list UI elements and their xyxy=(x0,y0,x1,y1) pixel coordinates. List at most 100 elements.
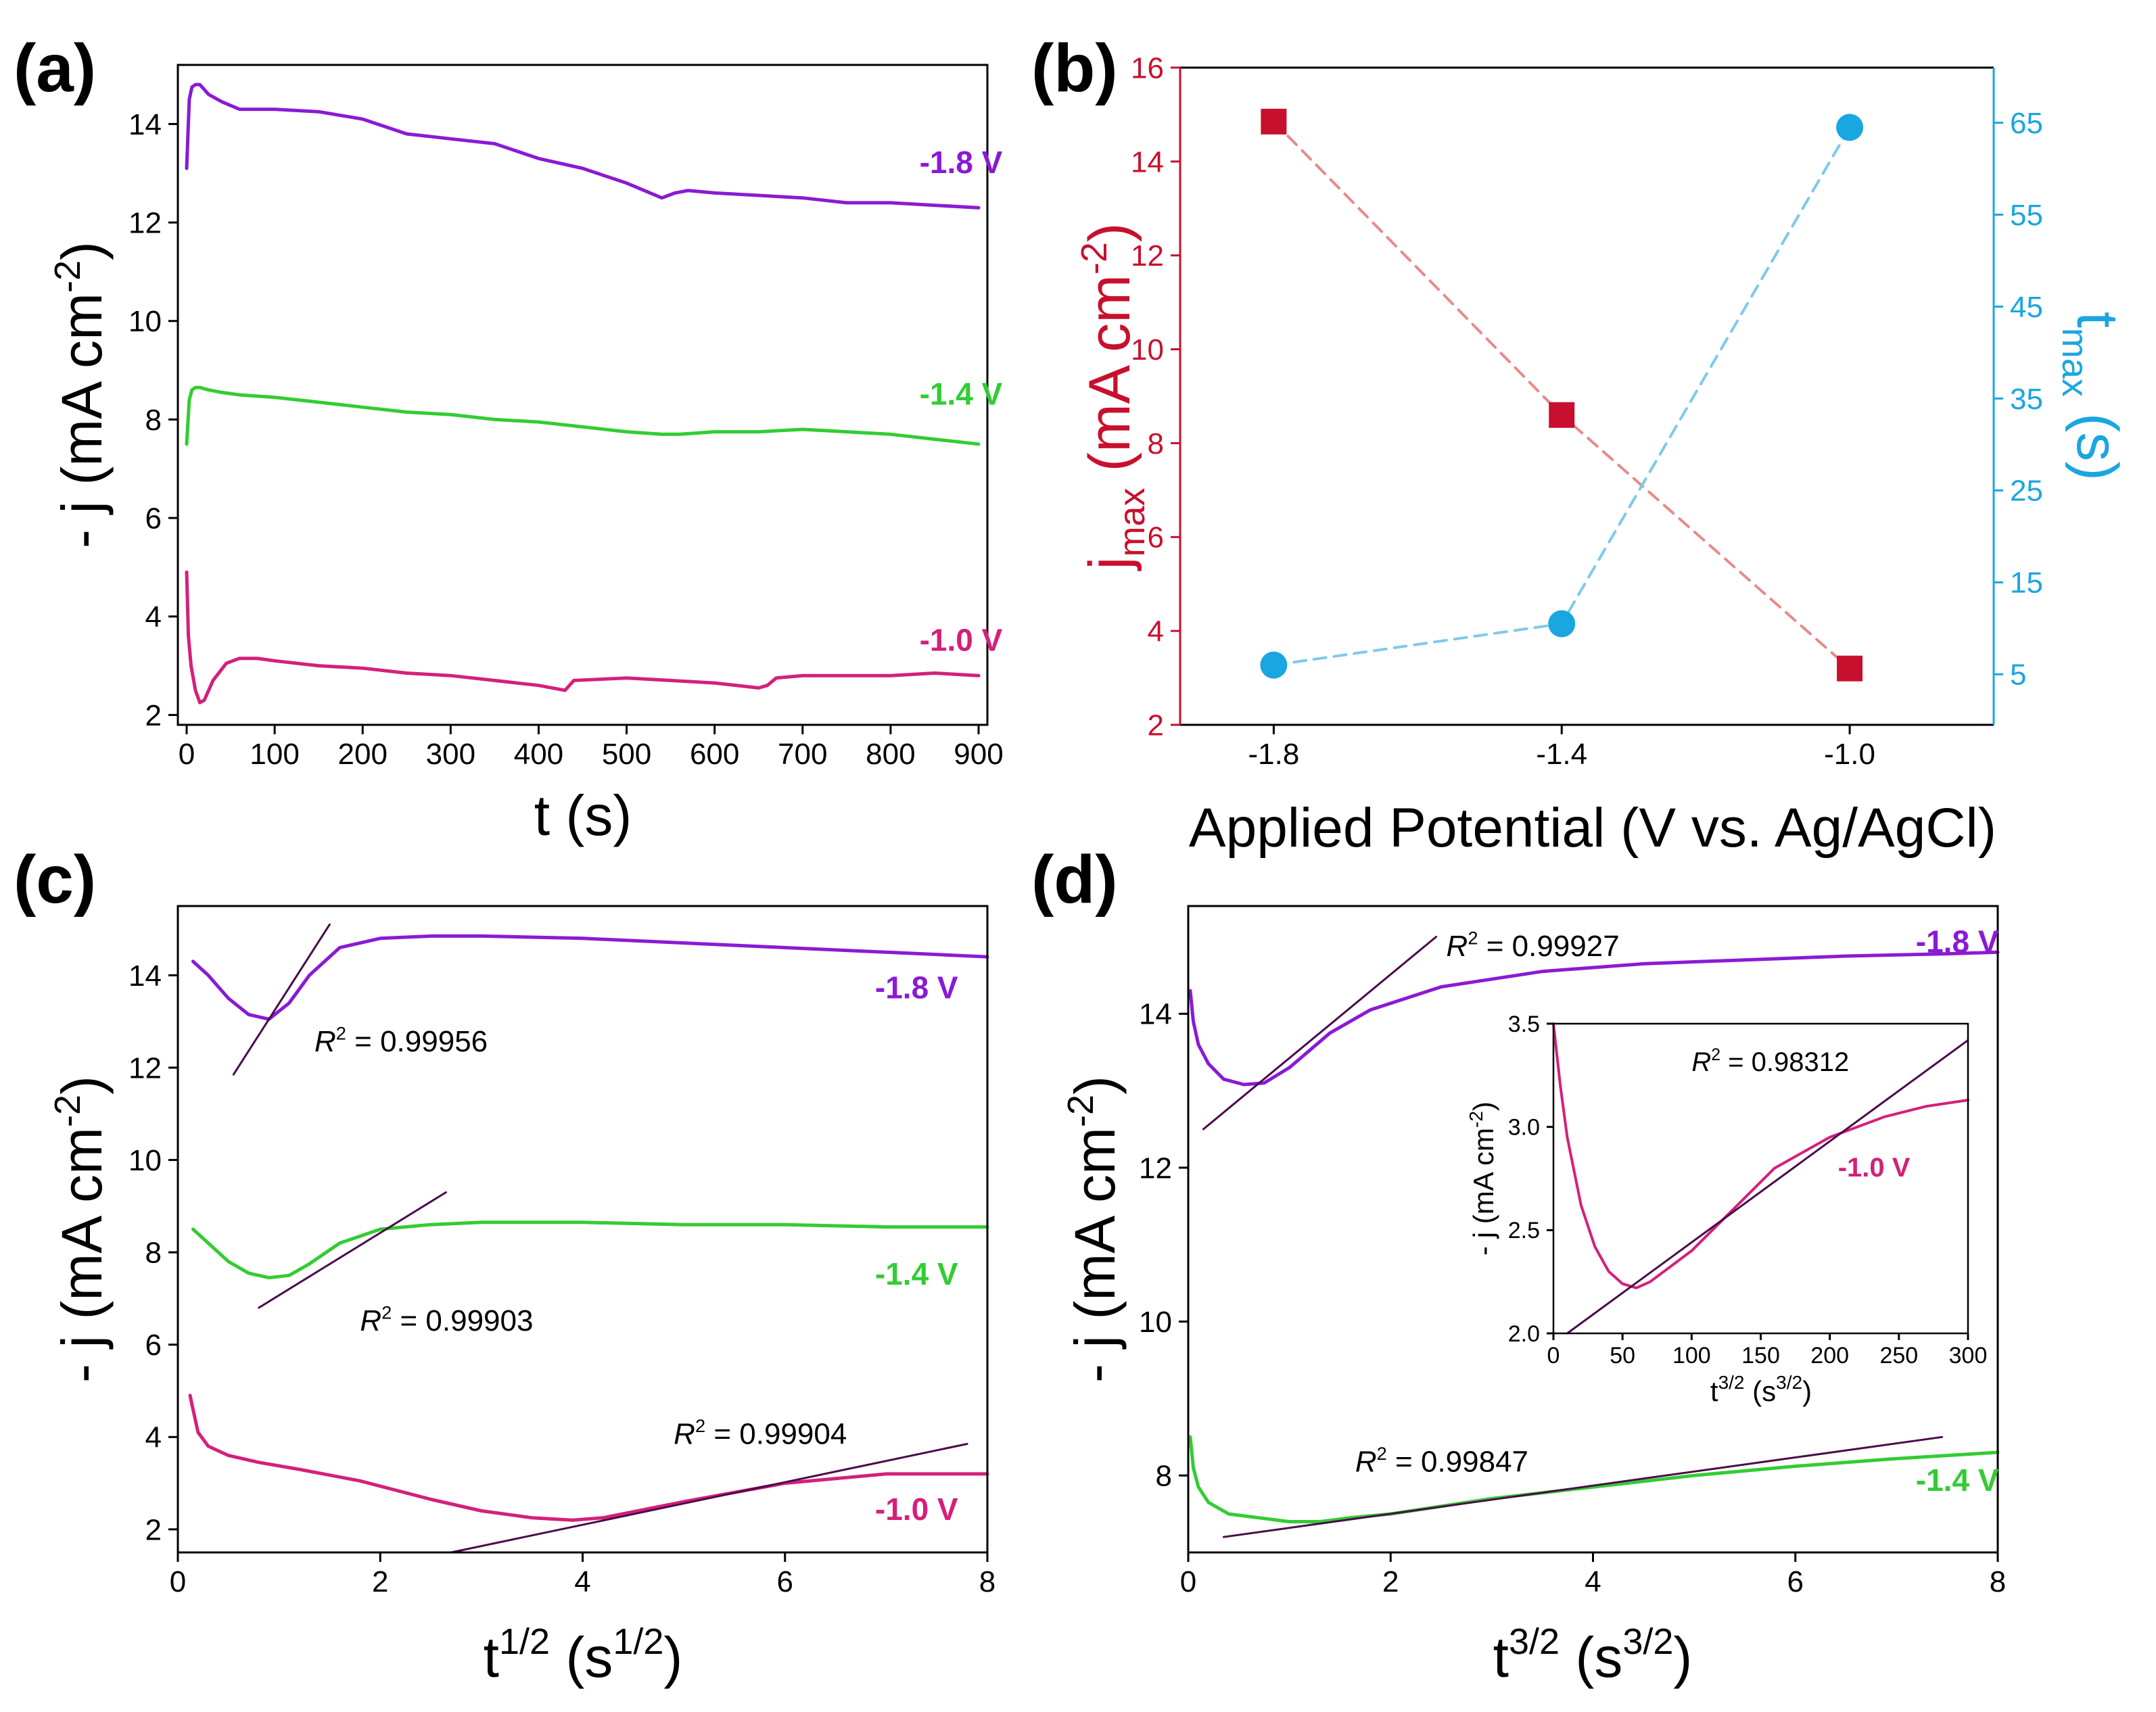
panel-d-y-axis-title-tail: ) xyxy=(1063,1076,1127,1095)
panel-b-x-tick-label: -1.4 xyxy=(1536,738,1587,771)
panel-c-x-title-end: ) xyxy=(663,1625,682,1689)
panel-c-fit-r2-label-r: R xyxy=(674,1418,695,1451)
panel-b-right-y-tick-label: 45 xyxy=(2010,291,2043,324)
panel-a-y-tick-label: 14 xyxy=(128,108,162,141)
panel-c-y-axis-title-sup: -2 xyxy=(47,1095,88,1127)
panel-b-right-y-tick-label: 65 xyxy=(2010,107,2043,140)
panel-label-c: (c) xyxy=(14,842,96,918)
panel-b-x-tick-label: -1.8 xyxy=(1248,738,1299,771)
panel-c-x-title-sup2: 1/2 xyxy=(613,1621,663,1662)
panel-b-right-y-tick-label: 55 xyxy=(2010,199,2043,232)
panel-c-fit-r2-label: R2 = 0.99956 xyxy=(314,1023,488,1059)
panel-c-y-tick-label: 14 xyxy=(128,959,162,993)
inset-x-tick-label: 250 xyxy=(1879,1343,1918,1369)
panel-a-series-label: -1.4 V xyxy=(920,377,1003,412)
panel-c-x-tick-label: 4 xyxy=(574,1565,590,1598)
panel-a-series-label: -1.0 V xyxy=(920,623,1003,658)
panel-c-fit-r2-label: R2 = 0.99904 xyxy=(674,1415,847,1451)
panel-b-x-tick-label: -1.0 xyxy=(1824,738,1875,771)
panel-a-x-tick-label: 300 xyxy=(426,738,475,771)
inset-series-label: -1.0 V xyxy=(1838,1153,1911,1183)
panel-d-linear-fit-line xyxy=(1222,1435,1944,1538)
panel-b-left-y-title-sup: -2 xyxy=(1074,242,1115,275)
inset-fit-r2-label: R2 = 0.98312 xyxy=(1691,1046,1849,1077)
panel-d-x-title-main: t xyxy=(1493,1625,1509,1689)
panel-b-x-axis-title: Applied Potential (V vs. Ag/AgCl) xyxy=(1189,797,1996,859)
inset-y-axis-title: - j (mA cm-2) xyxy=(1466,1101,1499,1256)
panel-b-left-y-tick-label: 10 xyxy=(1131,333,1164,366)
panel-b-left-y-axis-title: jmax (mA cm-2) xyxy=(1074,222,1152,571)
inset-x-title-tail: (s xyxy=(1745,1375,1777,1407)
panel-d-fit-r2-label-r: R xyxy=(1355,1446,1377,1479)
panel-d-x-tick-label: 6 xyxy=(1787,1565,1804,1598)
panel-b-tmax-point xyxy=(1548,610,1576,638)
panel-c-series-label: -1.4 V xyxy=(875,1256,958,1291)
panel-a-x-axis-title: t (s) xyxy=(534,784,632,847)
inset-x-ticks: 0 50 100 150 200 250 300 xyxy=(1547,1333,1987,1369)
panel-a-y-axis-title-main: - j (mA cm xyxy=(50,293,114,548)
panel-a-y-axis-title-sup: -2 xyxy=(47,260,88,293)
panel-d-series-labels: -1.8 V -1.4 V xyxy=(1916,924,1999,1498)
panel-b-right-y-axis-title: tmax (s) xyxy=(2055,312,2130,481)
panel-c-fit-r2-label-value: = 0.99904 xyxy=(705,1418,847,1451)
panel-b-left-y-title-tail: (mA cm xyxy=(1077,275,1142,488)
panel-a-y-axis-title: - j (mA cm-2) xyxy=(47,241,114,548)
panel-c-y-tick-label: 8 xyxy=(145,1237,162,1270)
panel-c-series-label: -1.0 V xyxy=(875,1492,958,1527)
panel-b-left-y-tick-label: 16 xyxy=(1131,51,1164,85)
panel-b-left-y-ticks: 2 4 6 8 10 12 14 16 xyxy=(1131,51,1180,742)
panel-d-x-axis-title: t3/2 (s3/2) xyxy=(1493,1621,1693,1689)
panel-c-x-title-main: t xyxy=(484,1625,499,1689)
inset-x-tick-label: 50 xyxy=(1610,1343,1635,1369)
panel-c-linear-fit-line xyxy=(258,1191,447,1309)
panel-a-series-line xyxy=(185,385,981,446)
panel-c-series-labels: -1.8 V -1.4 V -1.0 V xyxy=(875,970,958,1527)
panel-a-y-ticks: 2 4 6 8 10 12 14 xyxy=(128,108,178,732)
panel-c-axes-frame xyxy=(177,905,989,1554)
inset-x-title-sup2: 3/2 xyxy=(1776,1372,1802,1393)
panel-c-series-line xyxy=(191,934,989,1021)
inset-y-ticks: 2.0 2.5 3.0 3.5 xyxy=(1508,1012,1553,1347)
panel-d-x-ticks: 0 2 4 6 8 xyxy=(1180,1552,2006,1598)
panel-a-x-tick-label: 0 xyxy=(179,738,195,771)
panel-c-series-line xyxy=(188,1394,989,1522)
panel-c-fit-r2-label-r: R xyxy=(360,1304,381,1337)
panel-d-fit-r2-label-sup: 2 xyxy=(1377,1443,1387,1464)
panel-b-right-y-tick-label: 15 xyxy=(2010,567,2043,600)
panel-b-tmax-point xyxy=(1836,114,1864,141)
panel-b-left-y-tick-label: 8 xyxy=(1148,427,1164,460)
panel-d-fit-r2-label-value: = 0.99927 xyxy=(1478,930,1619,963)
panel-b-tmax-point xyxy=(1260,651,1288,679)
panel-c-x-tick-label: 2 xyxy=(372,1565,388,1598)
panel-a-x-tick-label: 400 xyxy=(514,738,563,771)
panel-c-fit-r2-label-sup: 2 xyxy=(381,1302,392,1323)
inset-x-title-sup: 3/2 xyxy=(1718,1372,1745,1393)
panel-a-y-tick-label: 10 xyxy=(128,305,162,338)
panel-d-fit-r2-label-value: = 0.99847 xyxy=(1387,1446,1528,1479)
panel-b-left-y-title-main: j xyxy=(1077,556,1142,571)
panel-a-y-tick-label: 2 xyxy=(145,699,162,732)
panel-d-inset: R2 = 0.98312 -1.0 V 0 50 100 150 200 250 300 2.… xyxy=(1466,1012,1987,1407)
panel-b-right-y-title-tail: (s) xyxy=(2065,397,2130,481)
panel-a-series-line xyxy=(185,570,981,705)
panel-c-x-axis-title: t1/2 (s1/2) xyxy=(484,1621,683,1689)
panel-c-x-tick-label: 0 xyxy=(170,1565,186,1598)
panel-c-y-axis-title-main: - j (mA cm xyxy=(50,1127,114,1383)
panel-a-series-label: -1.8 V xyxy=(920,145,1003,180)
panel-c-fit-r2-label-r: R xyxy=(314,1025,336,1058)
panel-label-a: (a) xyxy=(14,30,96,106)
panel-b-right-y-tick-label: 35 xyxy=(2010,383,2043,416)
panel-b-right-y-title-main: t xyxy=(2065,312,2130,328)
panel-d-y-axis-title: - j (mA cm-2) xyxy=(1060,1076,1127,1383)
panel-d-y-axis-title-sup: -2 xyxy=(1060,1095,1101,1127)
panel-c-y-tick-label: 2 xyxy=(145,1513,162,1546)
panel-c-fit-r2-label-sup: 2 xyxy=(695,1415,705,1436)
panel-c-series-line xyxy=(191,1220,989,1280)
panel-a-axes-frame xyxy=(177,64,989,726)
inset-y-title-tail: ) xyxy=(1468,1101,1499,1111)
panel-a: (a) 0 100 200 300 400 500 600 700 800 900 2 4 6 8 10 1… xyxy=(14,30,1004,847)
